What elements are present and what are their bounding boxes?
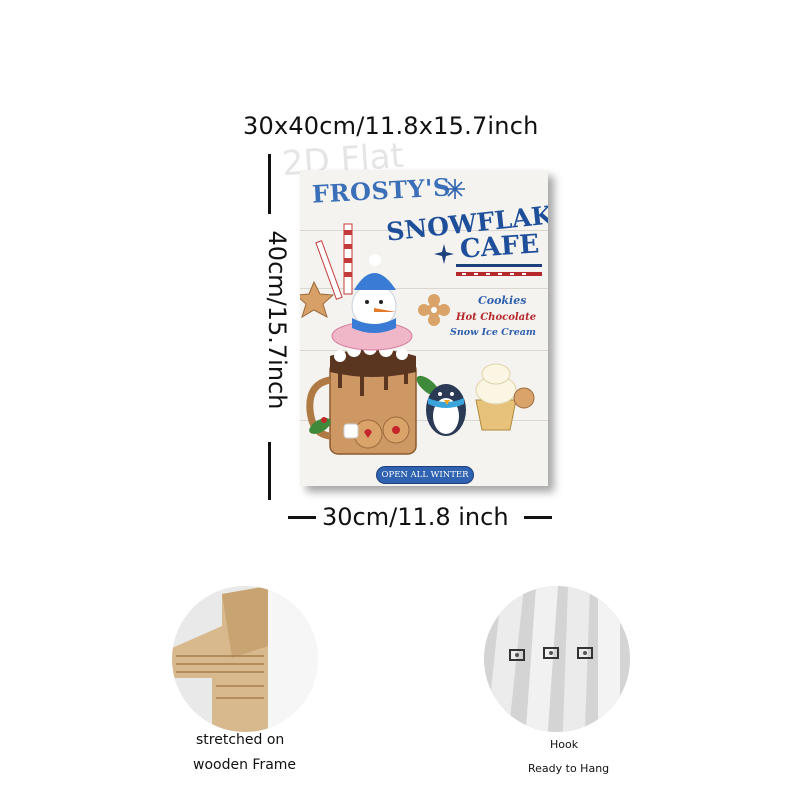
dimension-side-label: 40cm/15.7inch [263,230,291,410]
candy-cane-straw [315,223,353,300]
hook-detail-photo [484,586,630,732]
snowman [351,254,397,333]
hanging-hooks [484,586,630,732]
hook-caption-line2: Ready to Hang [528,762,610,775]
dimension-bar-left-top [268,154,271,214]
frame-caption-line1: stretched on [196,732,285,748]
cafe-illustration [300,223,535,455]
star-cookie [300,280,335,319]
dimension-bottom-label: 30cm/11.8 inch [322,503,509,531]
penguin [426,384,466,436]
open-all-winter-badge: OPEN ALL WINTER [376,466,474,484]
ice-cream-cup [475,363,517,431]
dimension-bar-left-bottom [268,442,271,500]
cookies [343,416,410,449]
train-decoration [456,264,542,276]
wood-plank-line [300,420,548,421]
dimension-bar-bottom-right [524,516,552,519]
cookie-flower-icon [418,294,450,326]
hook-caption-line1: Hook [550,738,579,751]
canvas-print: FROSTY'S SNOWFLAKE CAFE Cookies Hot Choc… [300,170,548,486]
snowflake-cookie [513,387,535,409]
wooden-frame-corner [172,586,318,732]
sign-title-frostys: FROSTY'S [311,172,452,209]
wood-plank-line [300,230,548,231]
menu-item-hot-chocolate: Hot Chocolate [456,312,537,323]
frame-detail-photo [172,586,318,732]
menu-item-snow-ice-cream: Snow Ice Cream [450,327,536,338]
snowflake-icon [445,179,465,199]
frame-caption-line2: wooden Frame [193,757,297,773]
wood-plank-line [300,288,548,289]
menu-item-cookies: Cookies [478,294,527,307]
wood-plank-line [300,350,548,351]
dimension-bar-bottom-left [288,516,316,519]
dimension-top-label: 30x40cm/11.8x15.7inch [243,112,539,140]
star-icon [434,244,454,264]
